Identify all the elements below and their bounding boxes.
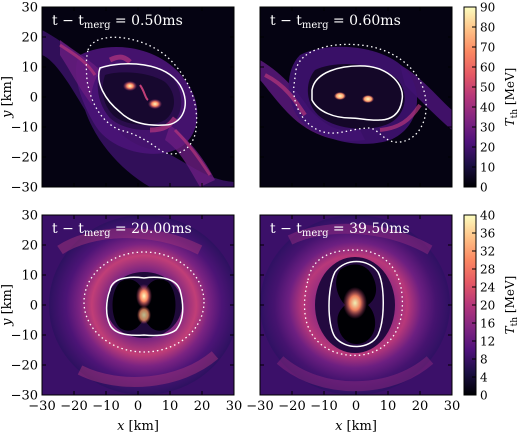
colorbar-tick-label: 20	[480, 299, 495, 313]
x-axis-label-left: x [km]	[117, 419, 159, 434]
panel-4	[260, 215, 452, 395]
colorbar-top-label: Tth [MeV]	[503, 68, 520, 127]
y-tick-label: 10	[21, 61, 38, 76]
y-tick-label: −20	[11, 151, 38, 166]
y-tick-label: 10	[21, 269, 38, 284]
x-tick-label: 30	[226, 399, 243, 414]
panel-1-label: t − tmerg = 0.50ms	[52, 13, 183, 31]
colorbar-tick-label: 40	[480, 101, 495, 115]
x-tick-label: 0	[134, 399, 142, 414]
colorbar-tick-label: 8	[480, 353, 488, 367]
panel-3-heatmap	[42, 215, 234, 395]
y-axis-label-top: y [km]	[0, 76, 15, 119]
colorbar-tick-label: 16	[480, 317, 495, 331]
y-tick-label: −10	[11, 329, 38, 344]
panel-1-heatmap	[42, 7, 234, 187]
panel-4-label: t − tmerg = 39.50ms	[270, 221, 410, 239]
x-tick-label: 10	[162, 399, 179, 414]
colorbar-tick-label: 24	[480, 281, 496, 295]
y-tick-label: −20	[11, 359, 38, 374]
x-tick-label: 20	[412, 399, 429, 414]
panel-4-heatmap	[260, 215, 452, 395]
panel-1	[42, 7, 234, 187]
colorbar-tick-label: 50	[480, 81, 495, 95]
y-tick-label: 0	[30, 91, 38, 106]
y-tick-label: 0	[30, 299, 38, 314]
x-tick-label: 30	[444, 399, 461, 414]
colorbar-tick-label: 4	[480, 371, 488, 385]
colorbar-tick-label: 20	[480, 141, 495, 155]
x-tick-label: −20	[60, 399, 87, 414]
x-tick-label: −30	[28, 399, 55, 414]
y-tick-label: 20	[21, 31, 38, 46]
y-tick-label: 30	[21, 209, 38, 224]
colorbar-top	[463, 6, 477, 188]
colorbar-tick-label: 80	[480, 21, 495, 35]
colorbar-tick-label: 70	[480, 41, 495, 55]
colorbar-tick-label: 60	[480, 61, 495, 75]
colorbar-tick-label: 0	[480, 181, 488, 195]
colorbar-tick-label: 0	[480, 389, 488, 403]
panel-3-label: t − tmerg = 20.00ms	[52, 221, 192, 239]
x-axis-label-right: x [km]	[335, 419, 377, 434]
y-tick-label: −10	[11, 121, 38, 136]
colorbar-tick-label: 36	[480, 227, 495, 241]
x-tick-label: −30	[246, 399, 273, 414]
colorbar-tick-label: 30	[480, 121, 495, 135]
colorbar-tick-label: 28	[480, 263, 495, 277]
y-axis-label-bottom: y [km]	[0, 284, 15, 327]
colorbar-tick-label: 32	[480, 245, 495, 259]
colorbar-tick-label: 10	[480, 161, 495, 175]
colorbar-tick-label: 12	[480, 335, 495, 349]
panel-3	[42, 215, 234, 395]
x-tick-label: −10	[310, 399, 337, 414]
panel-2-label: t − tmerg = 0.60ms	[270, 13, 401, 31]
y-tick-label: −30	[11, 181, 38, 196]
y-tick-label: −30	[11, 389, 38, 404]
panel-2-heatmap	[260, 7, 452, 187]
x-tick-label: 10	[380, 399, 397, 414]
x-tick-label: −10	[92, 399, 119, 414]
panel-2	[260, 7, 452, 187]
colorbar-bottom-label: Tth [MeV]	[503, 276, 520, 335]
colorbar-tick-label: 90	[480, 1, 495, 15]
colorbar-tick-label: 40	[480, 209, 495, 223]
x-tick-label: −20	[278, 399, 305, 414]
x-tick-label: 0	[352, 399, 360, 414]
y-tick-label: 30	[21, 1, 38, 16]
y-tick-label: 20	[21, 239, 38, 254]
x-tick-label: 20	[194, 399, 211, 414]
